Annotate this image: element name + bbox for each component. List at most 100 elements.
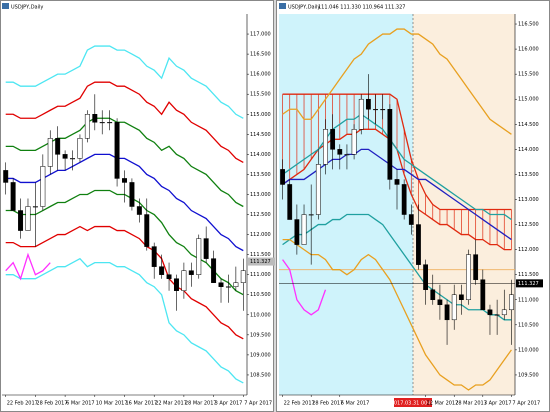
candle-body <box>144 214 150 247</box>
x-tick-label: 28 Feb 2017 <box>312 401 343 407</box>
candle-body <box>387 109 393 180</box>
x-tick-label: 6 Mar 2017 <box>66 401 95 407</box>
indicator-line <box>5 81 244 163</box>
window-icon <box>279 3 286 9</box>
candle-body <box>92 114 98 123</box>
crosshair-date-box <box>394 398 432 407</box>
candle-body <box>70 158 76 160</box>
price-label: 111.327 <box>250 259 271 265</box>
indicator-line <box>5 252 51 281</box>
candle-body <box>107 122 113 124</box>
candle-body <box>487 309 493 316</box>
candle-body <box>358 98 364 130</box>
candle-body <box>25 206 31 231</box>
chart-title: USDJPY,Daily <box>11 5 43 11</box>
y-tick-label: 113.500 <box>518 172 539 178</box>
y-tick-label: 113.000 <box>518 197 539 203</box>
candle-body <box>203 238 209 259</box>
window-icon <box>2 3 9 9</box>
candle-body <box>173 278 179 291</box>
candle-body <box>84 114 90 139</box>
y-tick-label: 112.500 <box>250 212 271 218</box>
x-tick-label: 28 Mar 2017 <box>185 401 217 407</box>
candle-body <box>401 184 407 215</box>
candle-body <box>323 129 328 165</box>
candle-body <box>494 314 500 316</box>
candle-body <box>301 214 307 245</box>
indicator-line <box>5 225 244 340</box>
y-tick-label: 117.000 <box>250 32 271 38</box>
candle-body <box>365 98 371 110</box>
indicator-line <box>282 113 512 221</box>
x-tick-label: 10 Mar 2017 <box>96 401 128 407</box>
x-tick-label: 7 Apr 2017 <box>244 401 272 407</box>
candle-body <box>47 138 53 167</box>
candle-body <box>218 282 224 287</box>
x-tick-label: 28 Mar 2017 <box>455 401 487 407</box>
candle-body <box>211 258 217 283</box>
y-tick-label: 110.000 <box>250 312 271 318</box>
candle-body <box>40 166 46 207</box>
ohlc-readout: 111.046 111.330 110.964 111.327 <box>318 5 405 11</box>
y-tick-label: 108.500 <box>250 372 271 378</box>
indicator-line <box>5 117 244 208</box>
candle-body <box>444 304 450 321</box>
candle-body <box>136 206 142 215</box>
candle-body <box>151 246 157 267</box>
y-tick-label: 116.000 <box>250 72 271 78</box>
candle-body <box>308 214 314 216</box>
x-tick-label: 22 Feb 2017 <box>284 401 315 407</box>
indicator-line <box>282 238 512 391</box>
candle-body <box>344 154 350 156</box>
candle-body <box>233 282 239 287</box>
candle-body <box>294 219 300 245</box>
indicator-line <box>5 45 244 119</box>
x-tick-label: 16 Mar 2017 <box>126 401 158 407</box>
y-tick-label: 111.000 <box>250 272 271 278</box>
y-tick-label: 112.500 <box>518 222 539 228</box>
y-tick-label: 114.000 <box>250 152 271 158</box>
candle-body <box>480 279 486 311</box>
x-tick-label: 22 Feb 2017 <box>7 401 38 407</box>
candle-body <box>466 254 471 300</box>
candle-body <box>315 164 321 215</box>
crosshair-date: 2017.03.31 00:00 <box>391 401 436 407</box>
cloud-span <box>282 93 512 211</box>
candle-body <box>3 170 9 183</box>
candle-body <box>330 129 336 150</box>
x-tick-label: 22 Mar 2017 <box>427 401 459 407</box>
indicator-line <box>282 28 512 135</box>
price-label-box <box>248 257 275 266</box>
candle-body <box>416 224 421 265</box>
y-tick-label: 116.500 <box>518 22 539 28</box>
y-tick-label: 112.000 <box>250 232 271 238</box>
candle-body <box>373 109 378 111</box>
candle-body <box>287 184 293 220</box>
y-tick-label: 111.500 <box>518 272 539 278</box>
y-tick-label: 114.500 <box>250 132 271 138</box>
candle-body <box>129 182 135 207</box>
candle-body <box>351 129 357 155</box>
y-tick-label: 113.500 <box>250 172 271 178</box>
y-tick-label: 111.500 <box>250 252 271 258</box>
candle-body <box>181 270 187 291</box>
y-tick-label: 111.000 <box>518 297 539 303</box>
indicator-line <box>5 257 244 384</box>
candle-body <box>423 264 429 290</box>
candle-body <box>280 169 285 185</box>
x-tick-label: 28 Feb 2017 <box>36 401 67 407</box>
price-label-box <box>516 279 543 288</box>
candle-body <box>99 122 105 124</box>
candle-body <box>437 299 443 306</box>
candle-body <box>380 109 386 111</box>
candle-body <box>225 286 231 288</box>
x-tick-label: 22 Mar 2017 <box>155 401 187 407</box>
y-tick-label: 115.000 <box>250 112 271 118</box>
y-tick-label: 116.000 <box>518 47 539 53</box>
candle-body <box>77 138 83 159</box>
candle-body <box>10 182 16 211</box>
y-tick-label: 114.500 <box>518 122 539 128</box>
y-tick-label: 115.500 <box>518 72 539 78</box>
forecast-shade <box>413 14 515 395</box>
